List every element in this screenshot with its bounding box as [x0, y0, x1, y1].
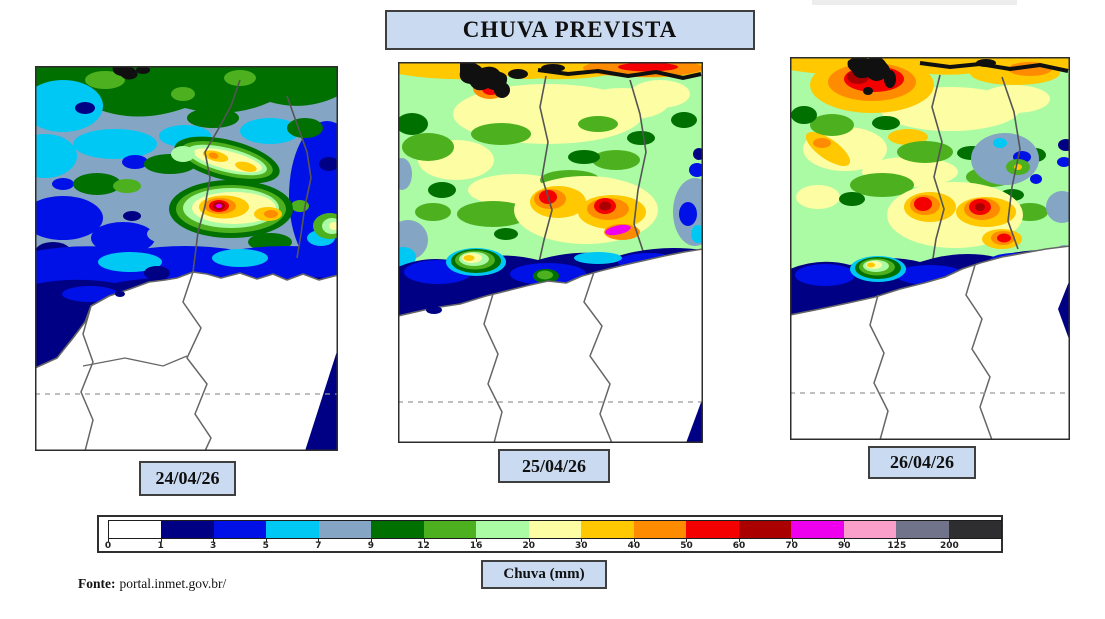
colorbar-tick: 7 — [315, 541, 322, 551]
colorbar-tick-mark — [528, 539, 530, 542]
colorbar-tick: 1 — [157, 541, 164, 551]
colorbar-tick-mark — [476, 539, 478, 542]
forecast-map-day3 — [790, 57, 1070, 440]
colorbar-tick-mark — [265, 539, 267, 542]
land-area — [398, 248, 703, 443]
rain-hotspot-core — [887, 182, 1023, 249]
source-label: Fonte: — [78, 576, 116, 591]
colorbar-tick-mark — [633, 539, 635, 542]
colorbar-tick: 9 — [367, 541, 375, 551]
colorbar-tick: 0 — [104, 541, 112, 551]
colorbar-segment-125 — [896, 521, 949, 538]
colorbar-tick-mark — [844, 539, 846, 542]
forecast-map-day2 — [398, 62, 703, 443]
colorbar-tick: 20 — [522, 541, 535, 551]
colorbar-tick-mark — [213, 539, 215, 542]
date-label-day1: 24/04/26 — [139, 461, 236, 496]
colorbar-tick: 3 — [210, 541, 217, 551]
page-title: CHUVA PREVISTA — [385, 10, 755, 50]
colorbar-tick-mark — [739, 539, 741, 542]
rain-hotspot-strip — [174, 136, 280, 184]
colorbar-tick: 5 — [262, 541, 269, 551]
rain-color-scale: 0 1 3 5 7 9 12 16 20 30 40 50 60 70 90 125 200 — [97, 515, 1003, 553]
colorbar-segment-50 — [686, 521, 739, 538]
colorbar-tick-mark — [686, 539, 688, 542]
colorbar-tick: 40 — [627, 541, 641, 551]
colorbar-tick: 90 — [837, 541, 851, 551]
colorbar-segment-90 — [843, 521, 897, 538]
colorbar-tick: 16 — [469, 541, 483, 551]
date-label-day2: 25/04/26 — [498, 449, 610, 483]
colorbar-segment-9 — [371, 521, 424, 538]
cropped-artifact-strip — [812, 0, 1017, 5]
colorbar-tick-mark — [423, 539, 425, 542]
colorbar-tick: 200 — [940, 541, 959, 551]
colorbar-tick-mark — [318, 539, 320, 542]
colorbar-segments — [108, 520, 1002, 539]
colorbar-tick: 30 — [575, 541, 588, 551]
source-url: portal.inmet.gov.br/ — [119, 576, 227, 591]
colorbar-ticks: 0 1 3 5 7 9 12 16 20 30 40 50 60 70 90 125 200 — [104, 539, 1002, 551]
colorbar-tick-mark — [791, 539, 793, 542]
forecast-map-day1 — [35, 66, 338, 451]
colorbar-tick: 50 — [680, 541, 693, 551]
date-label-day3: 26/04/26 — [868, 446, 976, 479]
colorbar-segment-5 — [266, 521, 319, 538]
colorbar-tick: 12 — [417, 541, 430, 551]
colorbar-tick: 60 — [732, 541, 746, 551]
colorbar-segment-200 — [948, 521, 1001, 538]
colorbar-segment-40 — [633, 521, 687, 538]
colorbar-tick-mark — [108, 539, 109, 542]
source-attribution: Fonte: portal.inmet.gov.br/ — [78, 576, 226, 592]
colorbar-segment-12 — [423, 521, 477, 538]
colorbar-tick-mark — [896, 539, 898, 542]
land-area — [790, 245, 1070, 440]
colorbar-tick-mark — [581, 539, 583, 542]
colorbar-tick: 125 — [887, 541, 907, 551]
colorbar-segment-7 — [318, 521, 372, 538]
colorbar-segment-0 — [109, 521, 162, 538]
rain-hotspot-core — [514, 176, 658, 244]
colorbar-segment-3 — [213, 521, 267, 538]
colorbar-segment-16 — [476, 521, 529, 538]
colorbar-segment-30 — [581, 521, 634, 538]
colorbar-segment-60 — [738, 521, 792, 538]
colorbar-tick-mark — [949, 539, 951, 542]
colorbar-unit-label: Chuva (mm) — [481, 560, 607, 589]
colorbar-segment-1 — [161, 521, 214, 538]
colorbar-segment-70 — [791, 521, 844, 538]
colorbar-tick-mark — [160, 539, 162, 542]
colorbar-tick-mark — [370, 539, 372, 542]
colorbar-segment-20 — [528, 521, 582, 538]
colorbar-tick: 70 — [785, 541, 798, 551]
rain-hotspot-core — [169, 180, 293, 238]
